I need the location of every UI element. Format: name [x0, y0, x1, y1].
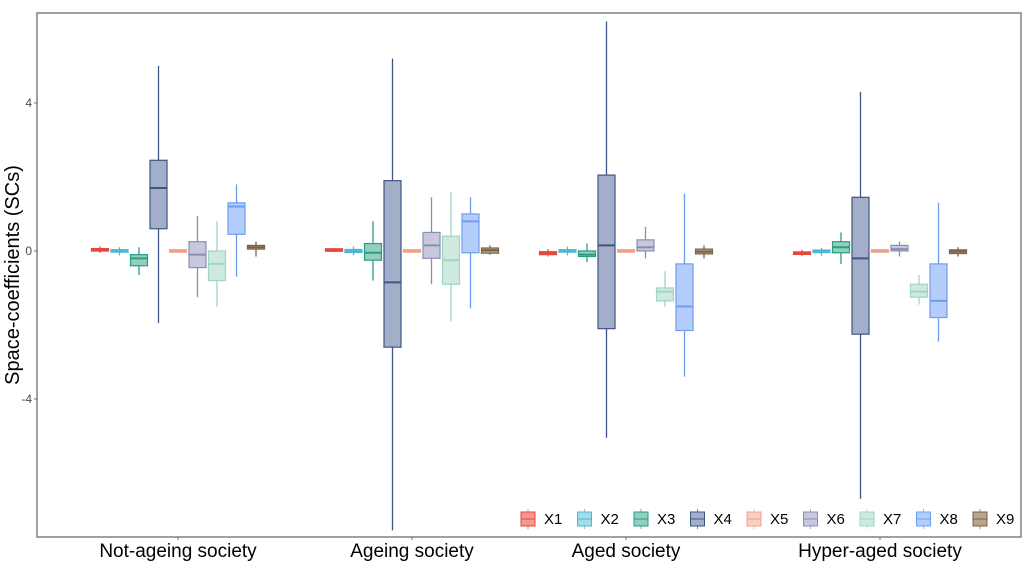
legend-item-X3: X3	[633, 509, 675, 529]
box-X3-0	[129, 247, 149, 275]
box-body	[929, 263, 948, 319]
box-X3-2	[577, 243, 597, 263]
box-body	[851, 196, 870, 335]
box-X4-0	[149, 65, 168, 324]
box-X2-2	[558, 246, 577, 256]
y-axis: 4 0 -4	[21, 96, 37, 406]
box-X9-3	[948, 247, 968, 257]
legend-item-X4: X4	[690, 509, 732, 529]
box-body	[207, 250, 227, 282]
box-X6-1	[422, 197, 441, 285]
box-X7-3	[909, 275, 929, 305]
box-X9-1	[480, 245, 500, 255]
box-X9-0	[246, 241, 266, 257]
box-X8-2	[675, 193, 694, 377]
box-layer	[90, 21, 968, 531]
legend-item-X7: X7	[859, 509, 901, 529]
legend-label: X6	[827, 511, 845, 528]
box-X8-0	[227, 184, 246, 277]
legend-item-X9: X9	[972, 509, 1014, 529]
box-X7-2	[655, 271, 675, 307]
legend-label: X1	[544, 511, 562, 528]
legend-item-X5: X5	[746, 509, 788, 529]
box-X3-1	[363, 221, 383, 281]
box-X6-0	[188, 215, 207, 298]
box-X6-3	[890, 241, 909, 257]
legend-label: X4	[714, 511, 732, 528]
box-X4-2	[597, 21, 616, 438]
box-X5-2	[616, 249, 636, 253]
legend-item-X8: X8	[916, 509, 958, 529]
box-X1-1	[324, 247, 344, 253]
box-X2-3	[812, 247, 831, 256]
legend-label: X5	[770, 511, 788, 528]
legend: X1 X2 X3 X4 X5 X6 X7 X8 X9	[520, 509, 1014, 529]
y-tick-label: 4	[25, 96, 32, 110]
legend-label: X8	[940, 511, 958, 528]
legend-label: X9	[996, 511, 1014, 528]
box-X1-0	[90, 246, 110, 253]
x-category-label: Aged society	[572, 541, 681, 562]
legend-item-X2: X2	[577, 509, 619, 529]
x-category-label: Not-ageing society	[99, 541, 257, 562]
y-axis-title: Space-coefficients (SCs)	[2, 165, 24, 385]
box-body	[636, 239, 655, 252]
box-body	[149, 159, 168, 230]
plot-panel	[36, 12, 1022, 538]
box-body	[675, 263, 694, 332]
x-category-label: Ageing society	[350, 541, 474, 562]
box-X3-3	[831, 232, 851, 264]
x-axis: Not-ageing society Ageing society Aged soc…	[99, 537, 962, 562]
box-body	[383, 180, 402, 348]
legend-label: X7	[883, 511, 901, 528]
box-X5-3	[870, 249, 890, 253]
box-X7-1	[441, 191, 461, 322]
box-X5-0	[168, 249, 188, 253]
box-body	[227, 202, 246, 235]
box-X2-0	[110, 247, 129, 256]
box-X1-2	[538, 249, 558, 257]
y-tick-label: -4	[21, 392, 32, 406]
box-X8-3	[929, 202, 948, 342]
x-category-label: Hyper-aged society	[798, 541, 962, 562]
box-X4-3	[851, 91, 870, 499]
box-X8-1	[461, 197, 480, 309]
legend-item-X1: X1	[520, 509, 562, 529]
y-tick-label: 0	[25, 244, 32, 258]
box-body	[461, 213, 480, 254]
box-body	[129, 254, 149, 267]
legend-label: X2	[601, 511, 619, 528]
box-X5-1	[402, 249, 422, 253]
box-body	[597, 174, 616, 330]
box-X9-2	[694, 245, 714, 259]
box-X4-1	[383, 58, 402, 531]
legend-item-X6: X6	[803, 509, 845, 529]
box-X1-3	[792, 249, 812, 256]
box-X7-0	[207, 221, 227, 307]
box-body	[655, 287, 675, 302]
box-X6-2	[636, 226, 655, 259]
box-X2-1	[344, 246, 363, 256]
legend-label: X3	[657, 511, 675, 528]
